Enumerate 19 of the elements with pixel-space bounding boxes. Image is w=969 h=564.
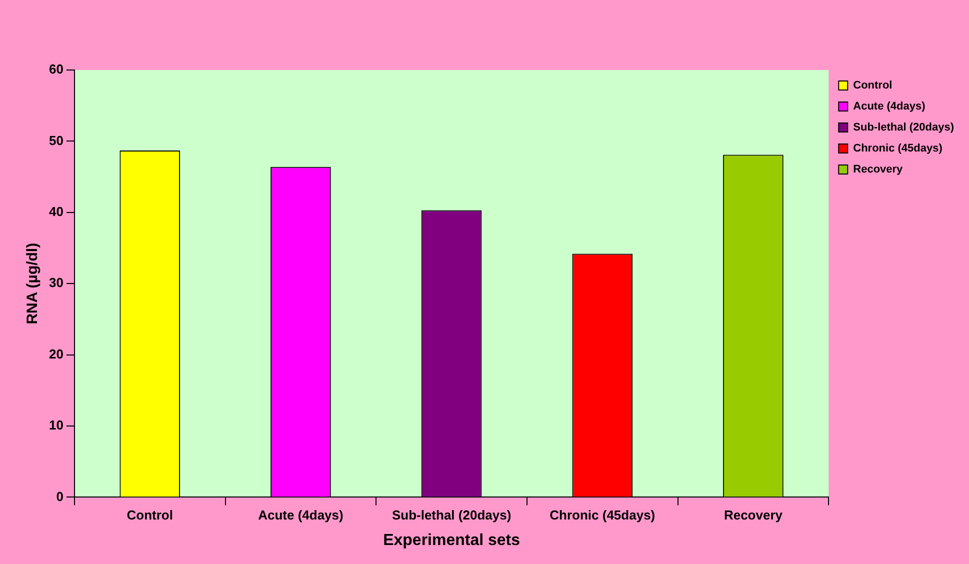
legend-label: Acute (4days) [853, 100, 926, 113]
x-tick-label: Acute (4days) [258, 508, 344, 523]
x-axis-title: Experimental sets [383, 532, 520, 549]
x-tick-label: Chronic (45days) [550, 508, 656, 523]
legend-label: Chronic (45days) [853, 142, 943, 155]
y-tick-label: 0 [56, 488, 64, 504]
y-tick-label: 50 [48, 132, 64, 148]
legend-label: Sub-lethal (20days) [853, 122, 954, 134]
y-tick-label: 10 [48, 418, 64, 433]
y-tick-label: 20 [48, 346, 64, 362]
legend-label: Control [853, 80, 892, 92]
x-tick-label: Control [126, 508, 173, 523]
y-axis-title: RNA (µg/dl) [24, 242, 42, 324]
y-tick-label: 60 [48, 62, 64, 77]
legend-label: Recovery [853, 164, 904, 176]
x-tick-label: Recovery [724, 508, 784, 523]
y-tick-label: 40 [48, 204, 64, 219]
y-tick-label: 30 [48, 275, 64, 290]
x-tick-label: Sub-lethal (20days) [392, 508, 512, 523]
